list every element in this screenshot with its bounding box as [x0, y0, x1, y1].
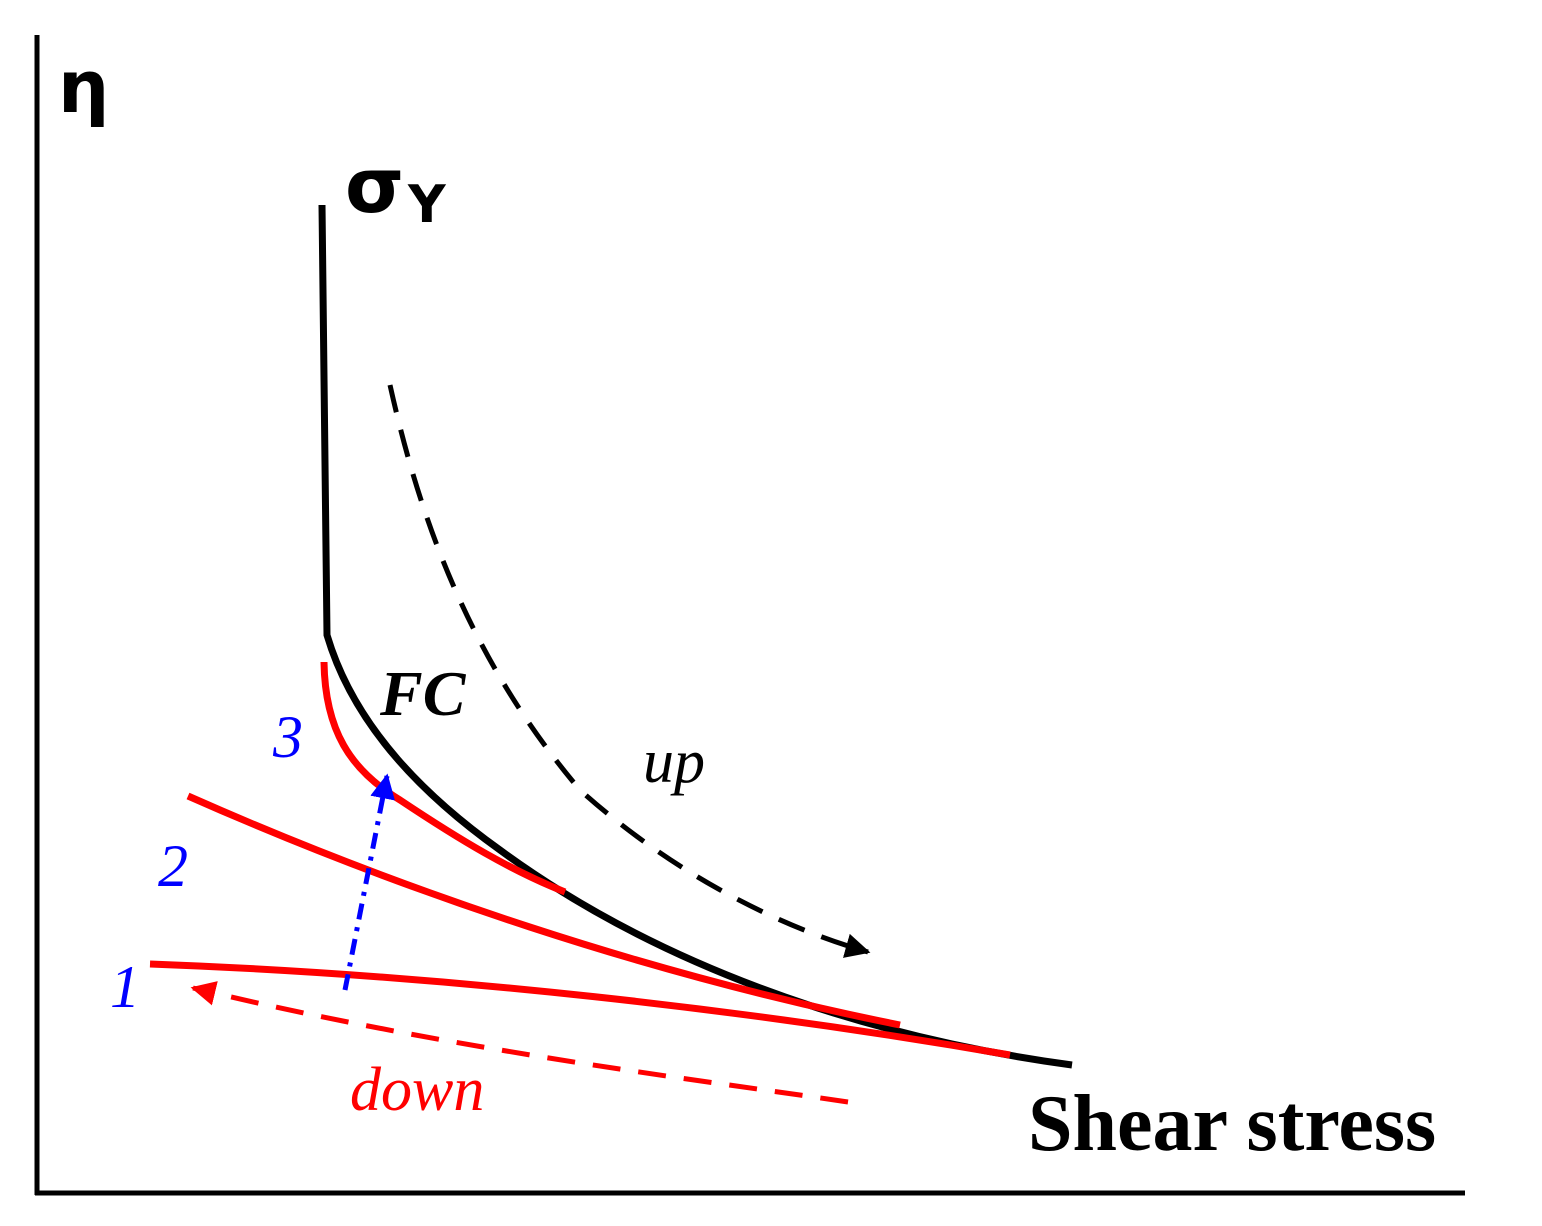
red-curve-1 [149, 960, 1011, 1059]
flow-curve [318, 204, 1073, 1069]
red-curve-3 [320, 661, 567, 896]
y-axis-label: η [58, 45, 109, 129]
down-label: down [350, 1056, 484, 1124]
x-axis-label: Shear stress [1028, 1080, 1436, 1168]
blue-transition-arrow [342, 773, 395, 991]
curve-label-3: 3 [272, 704, 303, 770]
down-arrow [190, 981, 849, 1105]
fc-label: FC [379, 658, 467, 729]
yield-stress-subscript: Y [407, 175, 447, 235]
curve-label-2: 2 [158, 833, 188, 899]
up-label: up [643, 728, 705, 796]
up-arrow [387, 384, 871, 958]
red-curve-2 [186, 792, 901, 1029]
curve-label-1: 1 [110, 954, 140, 1020]
yield-stress-symbol: σ [345, 141, 404, 230]
yield-stress-label: σ Y [345, 141, 447, 235]
